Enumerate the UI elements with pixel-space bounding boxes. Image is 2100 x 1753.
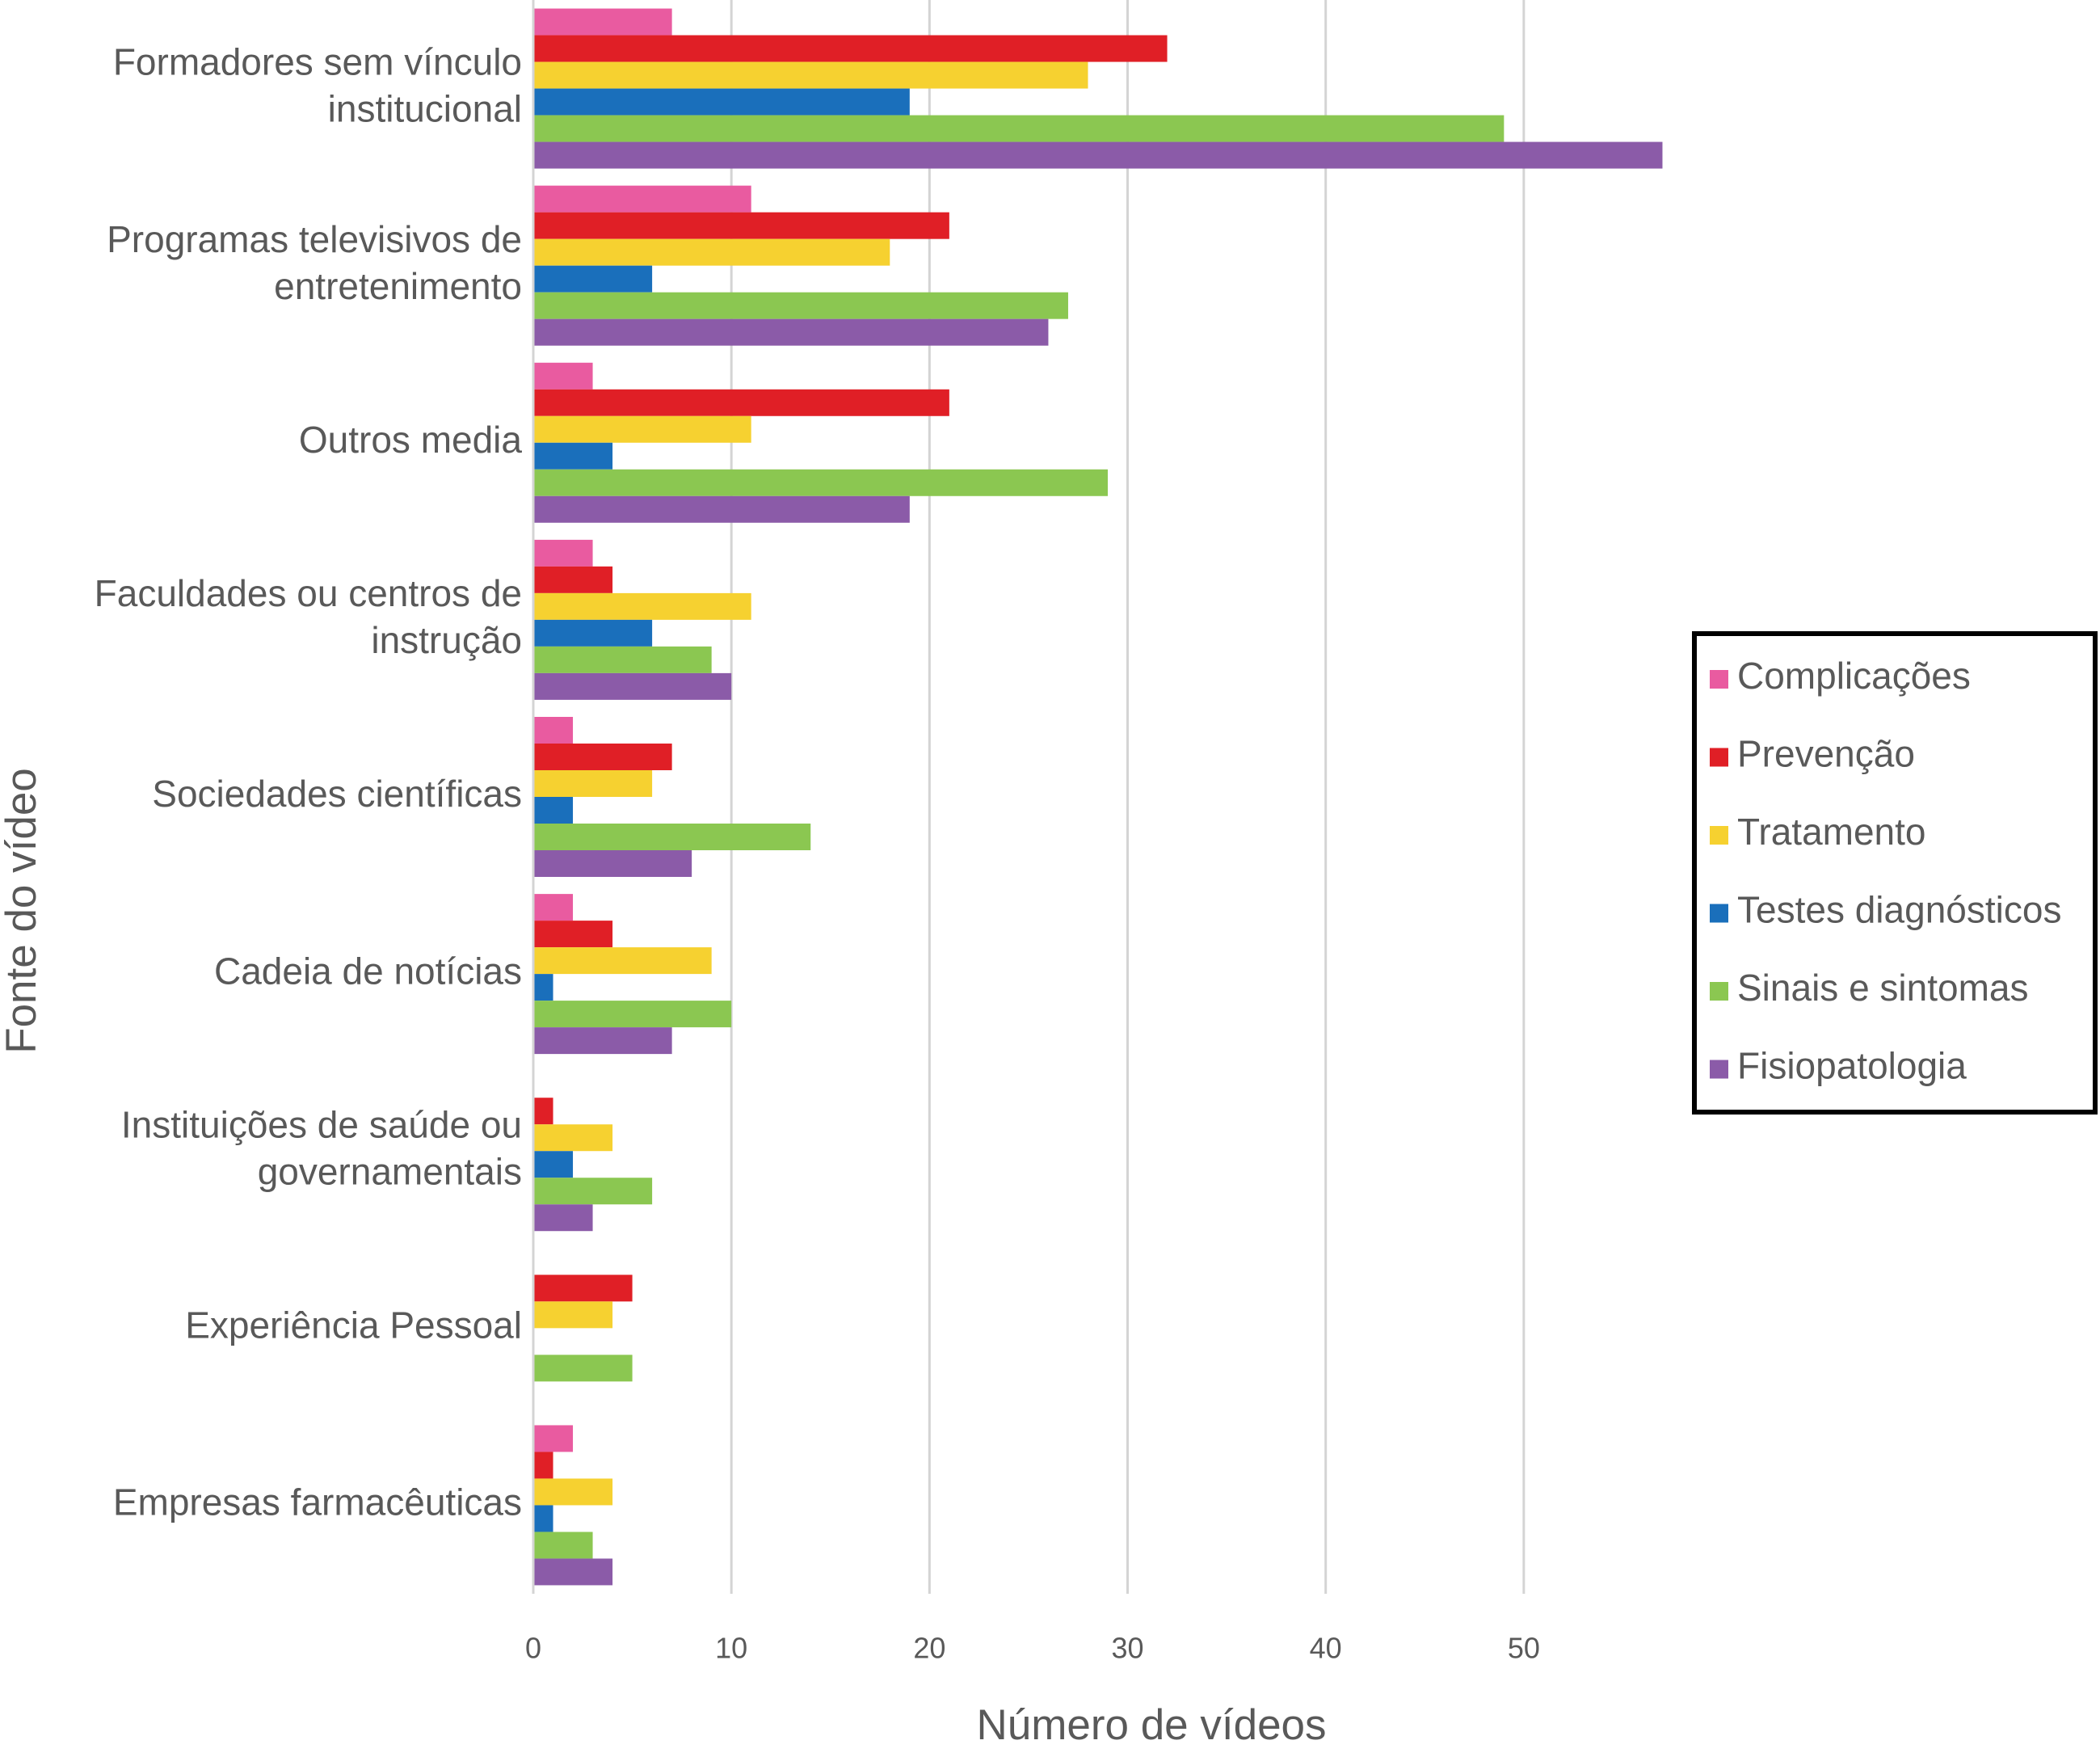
- legend-label: Complicações: [1737, 655, 1971, 697]
- legend-label: Fisiopatologia: [1737, 1045, 1967, 1087]
- bar: [533, 141, 1663, 169]
- bar: [533, 1452, 553, 1479]
- y-tick-label: Programas televisivos de: [107, 218, 522, 260]
- bar: [533, 1532, 593, 1559]
- bar: [533, 61, 1088, 89]
- x-axis-title: Número de vídeos: [976, 1701, 1326, 1749]
- bar: [533, 974, 553, 1001]
- bar: [533, 318, 1049, 346]
- y-tick-label: Cadeia de notícias: [214, 950, 522, 992]
- bar: [533, 8, 672, 36]
- bar: [533, 1204, 593, 1232]
- bar: [533, 1124, 613, 1152]
- legend-marker: [1710, 1060, 1728, 1079]
- bar: [533, 389, 949, 416]
- x-tick-label: 20: [913, 1632, 945, 1665]
- bar: [533, 469, 1108, 496]
- bar: [533, 35, 1168, 62]
- bar: [533, 265, 653, 293]
- y-tick-label: Formadores sem vínculo: [113, 41, 522, 83]
- bar: [533, 212, 949, 239]
- bar: [533, 797, 574, 824]
- y-tick-label: Sociedades científicas: [152, 773, 522, 815]
- y-tick-label: institucional: [328, 88, 522, 130]
- bar: [533, 115, 1505, 142]
- bar: [533, 415, 751, 443]
- bar: [533, 646, 712, 673]
- legend-label: Prevenção: [1737, 733, 1915, 775]
- bar: [533, 1027, 672, 1055]
- y-tick-label: Empresas farmacêuticas: [113, 1481, 522, 1523]
- bar: [533, 619, 653, 647]
- y-tick-label: governamentais: [258, 1150, 522, 1192]
- legend-marker: [1710, 670, 1728, 689]
- x-tick-label: 30: [1111, 1632, 1143, 1665]
- bar: [533, 539, 593, 567]
- bar: [533, 1355, 633, 1382]
- bar: [533, 566, 613, 593]
- bar: [533, 1001, 732, 1028]
- bar: [533, 592, 751, 620]
- legend-marker: [1710, 904, 1728, 923]
- legend-label: Tratamento: [1737, 811, 1926, 853]
- bar: [533, 947, 712, 975]
- legend-marker: [1710, 748, 1728, 767]
- bar: [533, 824, 811, 850]
- bar: [533, 921, 613, 948]
- bar: [533, 717, 574, 744]
- bar: [533, 1478, 613, 1506]
- bar: [533, 1425, 574, 1452]
- bar: [533, 362, 593, 390]
- x-tick-label: 50: [1508, 1632, 1540, 1665]
- x-tick-label: 40: [1310, 1632, 1342, 1665]
- bar: [533, 495, 910, 523]
- legend-marker: [1710, 982, 1728, 1001]
- x-tick-label: 10: [715, 1632, 747, 1665]
- y-axis-title: Fonte do vídeo: [0, 768, 45, 1054]
- bar: [533, 1558, 613, 1586]
- legend-marker: [1710, 826, 1728, 845]
- bar: [533, 894, 574, 921]
- bar: [533, 238, 890, 266]
- bar: [533, 1301, 613, 1329]
- bar: [533, 850, 692, 877]
- bar: [533, 1505, 553, 1532]
- bar: [533, 1098, 553, 1125]
- bar: [533, 442, 613, 470]
- y-tick-label: entretenimento: [274, 265, 522, 307]
- legend-box: [1692, 631, 2098, 1115]
- y-tick-label: Faculdades ou centros de: [95, 572, 522, 614]
- y-tick-label: Outros media: [299, 419, 523, 461]
- y-tick-label: Experiência Pessoal: [185, 1304, 522, 1346]
- bar: [533, 88, 910, 116]
- bar: [533, 185, 751, 213]
- legend-label: Sinais e sintomas: [1737, 967, 2029, 1009]
- y-tick-label: Instituições de saúde ou: [121, 1103, 522, 1145]
- bar: [533, 292, 1068, 319]
- bar: [533, 1275, 633, 1302]
- y-tick-label: instrução: [371, 619, 522, 661]
- bar: [533, 1178, 653, 1205]
- bar: [533, 672, 732, 700]
- bar: [533, 1151, 574, 1178]
- bar: [533, 744, 672, 770]
- legend-label: Testes diagnósticos: [1737, 889, 2061, 931]
- x-tick-label: 0: [525, 1632, 541, 1665]
- bar: [533, 770, 653, 797]
